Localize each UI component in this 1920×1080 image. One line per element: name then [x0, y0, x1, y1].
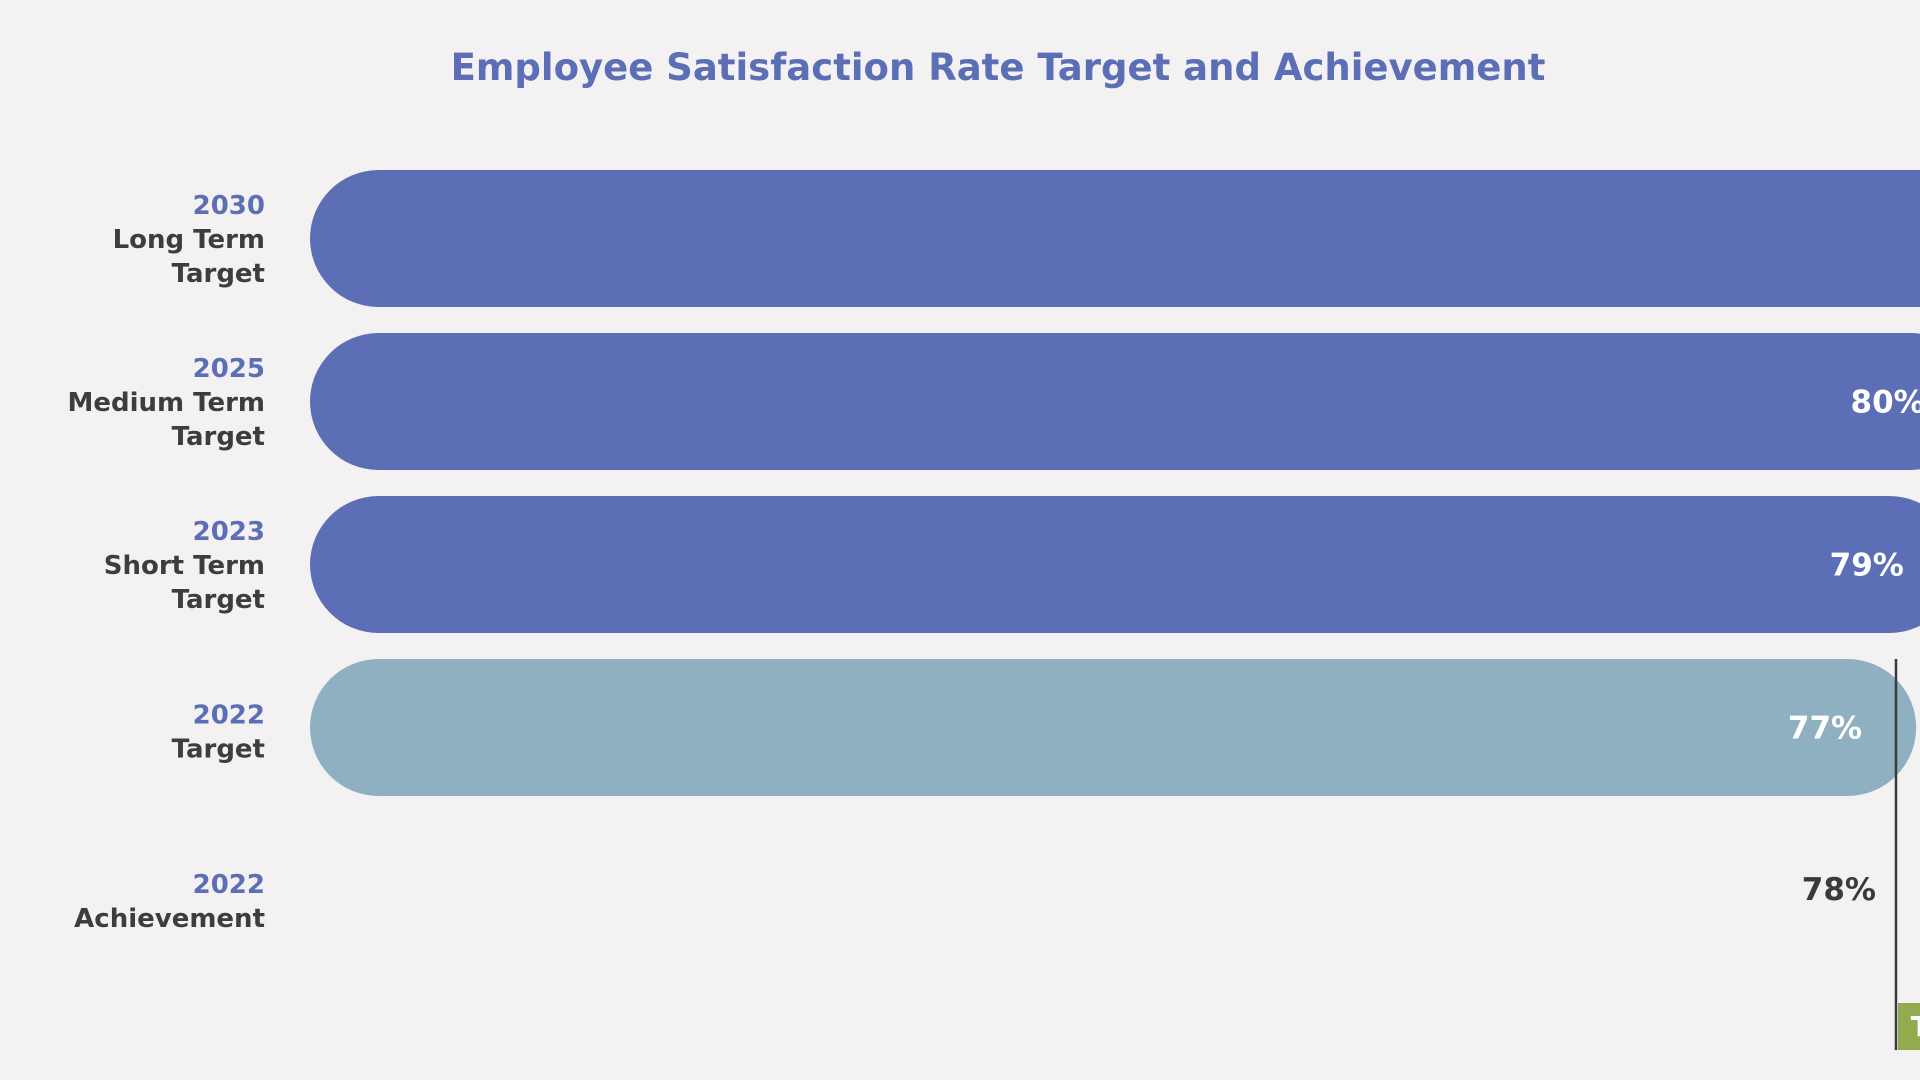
category-label-0-2: Target: [172, 259, 265, 289]
category-label-4-1: Achievement: [74, 904, 265, 934]
category-year-1: 2025: [193, 354, 265, 384]
target-achieved-badge: [1897, 1003, 1920, 1050]
category-label-1-1: Medium Term: [67, 388, 265, 418]
bar-0: [310, 170, 1920, 307]
value-label-1: 80%: [1851, 385, 1920, 421]
category-label-2-2: Target: [172, 585, 265, 615]
value-label-4: 78%: [1802, 872, 1876, 908]
chart-title: Employee Satisfaction Rate Target and Ac…: [450, 46, 1546, 89]
bar-2: [310, 496, 1920, 633]
value-label-3: 77%: [1788, 711, 1862, 747]
category-year-4: 2022: [193, 870, 265, 900]
category-label-2-1: Short Term: [104, 551, 265, 581]
category-year-3: 2022: [193, 701, 265, 731]
category-year-2: 2023: [193, 517, 265, 547]
category-year-0: 2030: [193, 191, 265, 221]
value-label-2: 79%: [1830, 548, 1904, 584]
category-label-3-1: Target: [172, 735, 265, 765]
bar-3: [310, 659, 1917, 796]
bar-1: [310, 333, 1920, 470]
category-label-0-1: Long Term: [113, 225, 265, 255]
target-achieved-badge-text: Target Achieved: [1911, 1010, 1920, 1043]
category-label-1-2: Target: [172, 422, 265, 452]
